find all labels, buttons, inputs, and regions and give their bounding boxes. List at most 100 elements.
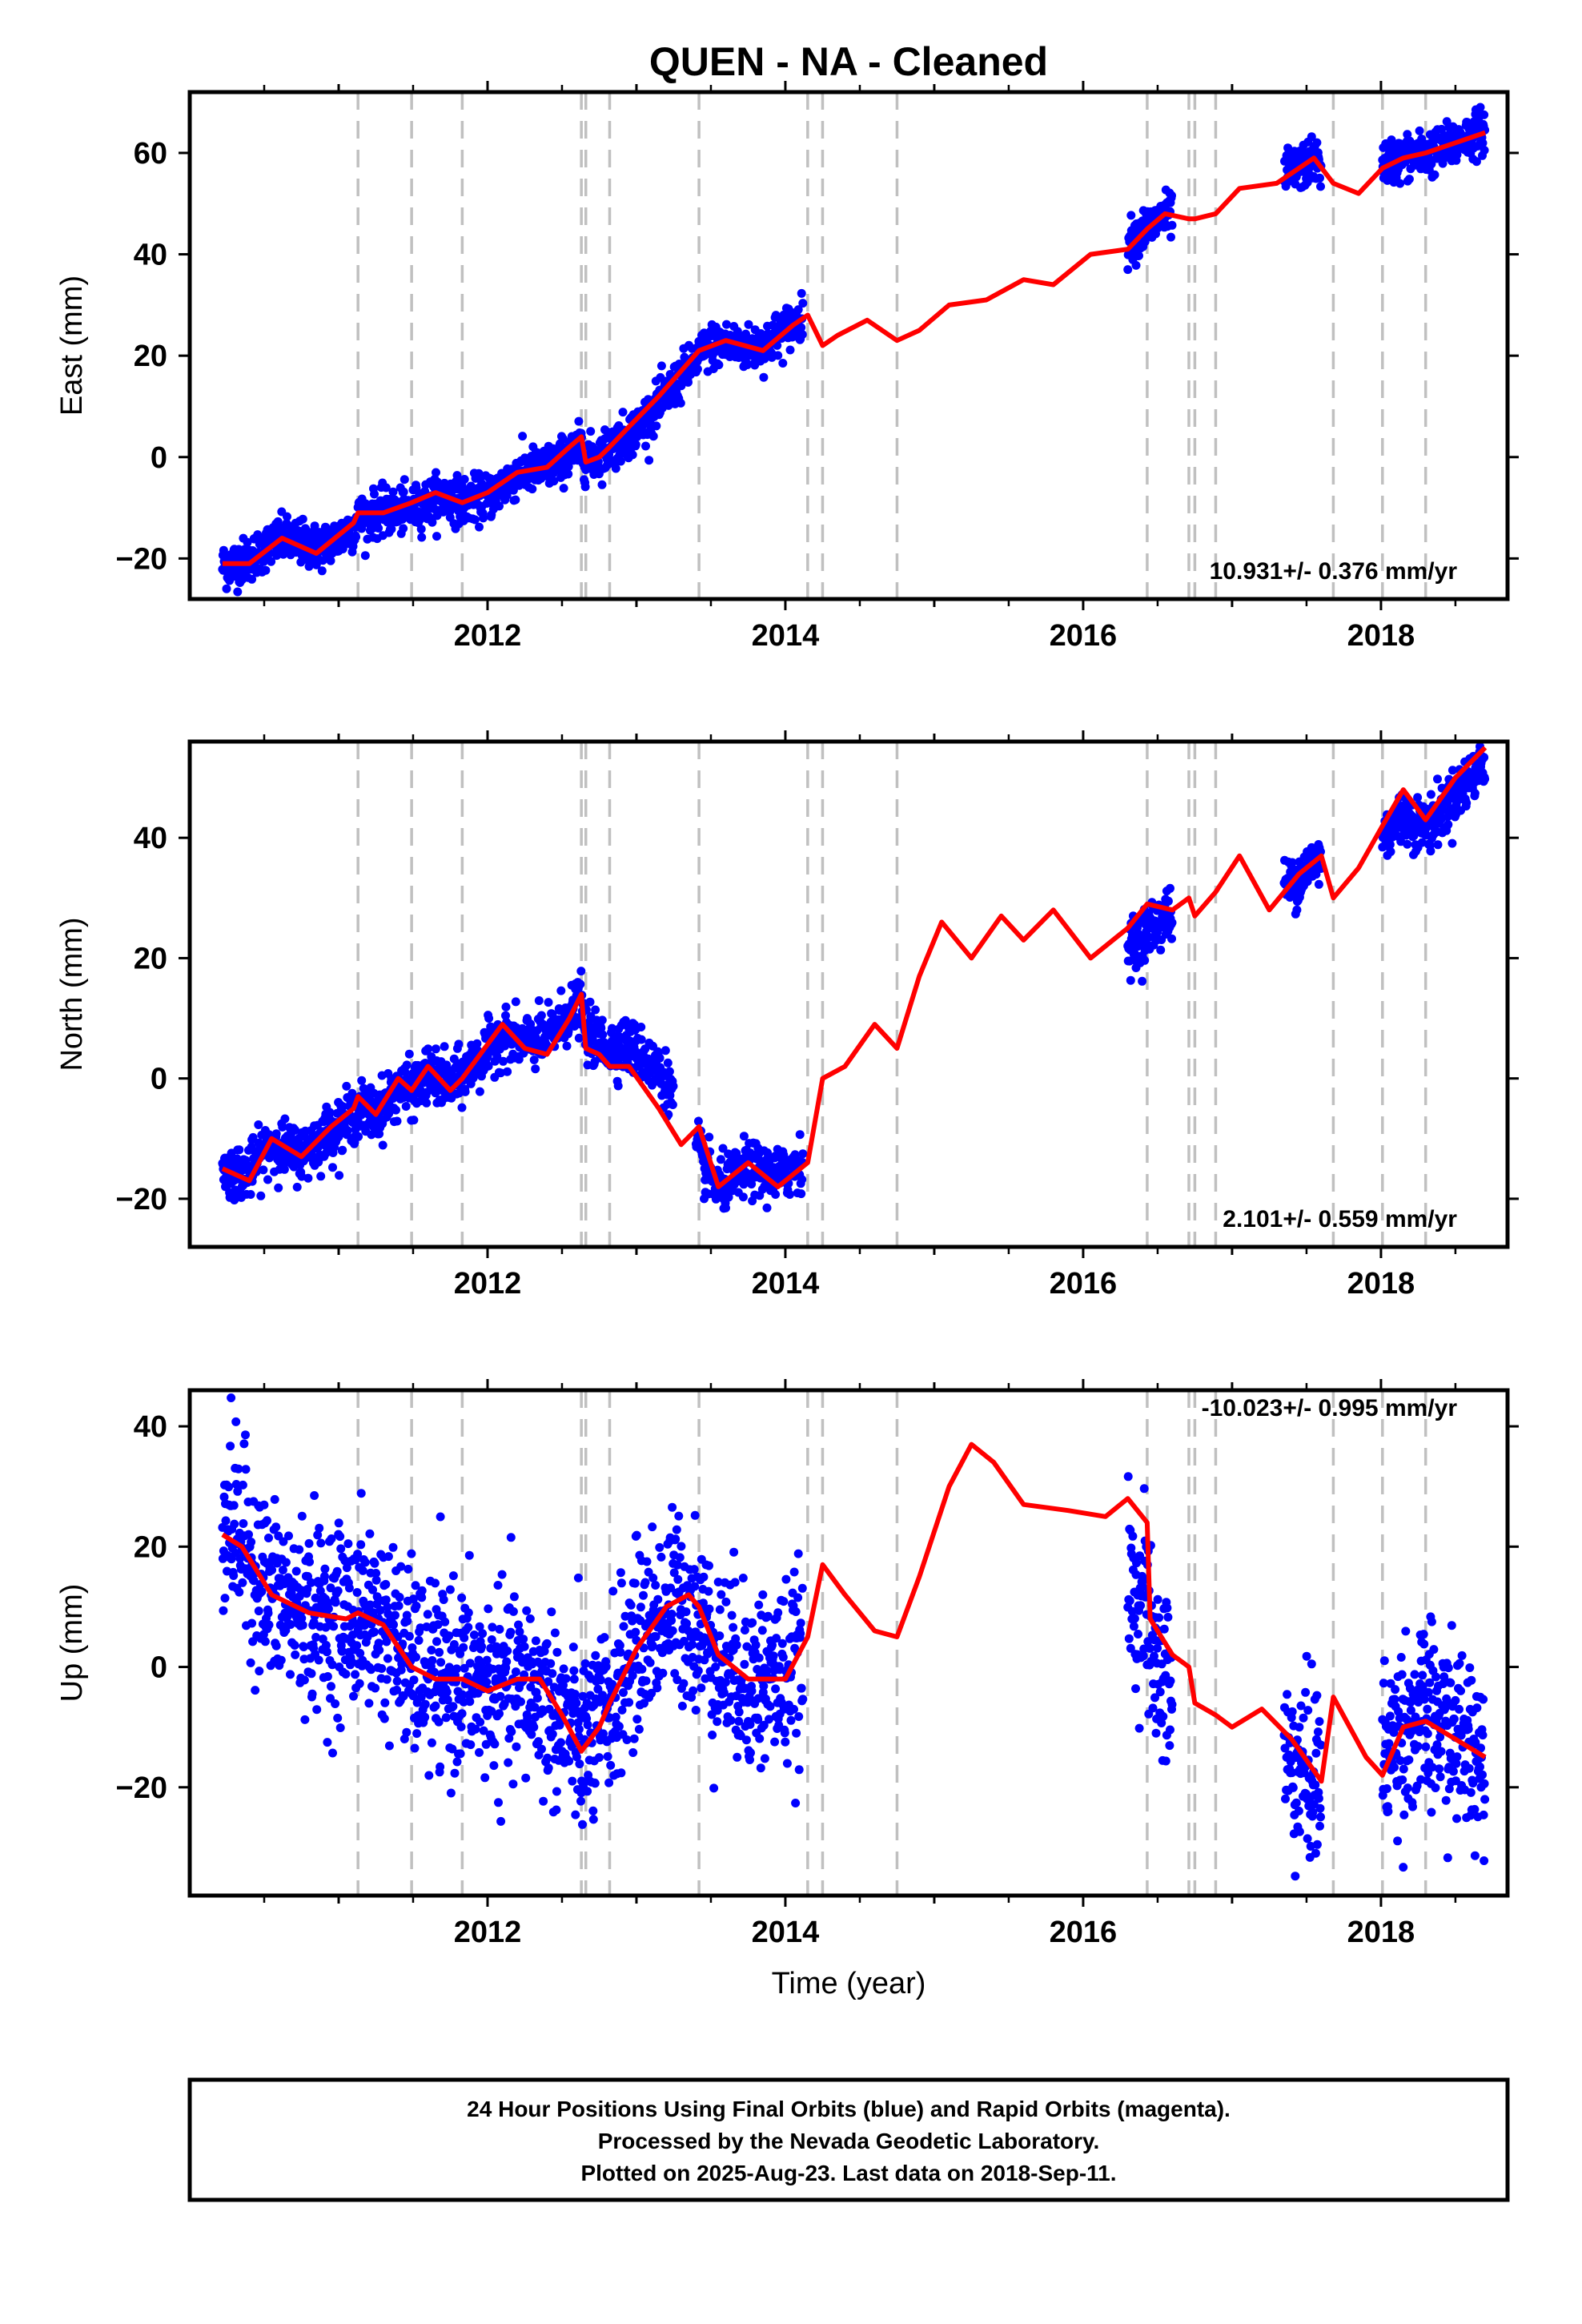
data-point xyxy=(305,1557,314,1566)
data-point xyxy=(1312,138,1322,147)
data-point xyxy=(328,1748,337,1758)
data-point xyxy=(1167,220,1177,230)
data-point xyxy=(666,1583,676,1593)
data-point xyxy=(658,1668,668,1678)
data-point xyxy=(655,1542,665,1552)
data-point xyxy=(1163,896,1173,906)
data-point xyxy=(359,1621,369,1630)
data-point xyxy=(432,468,440,477)
data-point xyxy=(458,1690,468,1699)
data-point xyxy=(618,408,628,417)
data-point xyxy=(291,1650,300,1659)
data-point xyxy=(1404,175,1414,184)
data-point xyxy=(464,1622,473,1632)
data-point xyxy=(411,1581,420,1590)
data-point xyxy=(388,1542,398,1552)
data-point xyxy=(317,566,327,576)
data-point xyxy=(648,1573,658,1582)
data-point xyxy=(276,1655,286,1665)
data-point xyxy=(617,1705,627,1715)
data-point xyxy=(632,1715,642,1724)
data-point xyxy=(1166,883,1174,893)
data-point xyxy=(239,1439,249,1449)
data-point xyxy=(1167,934,1176,943)
data-point xyxy=(512,1742,521,1751)
data-point xyxy=(562,1041,572,1051)
data-point xyxy=(402,1727,412,1737)
data-point xyxy=(681,1607,691,1617)
data-point xyxy=(475,1747,484,1757)
data-point xyxy=(448,1571,458,1581)
data-point xyxy=(475,1622,484,1631)
data-point xyxy=(464,1608,473,1618)
data-point xyxy=(490,1739,500,1749)
data-point xyxy=(561,1674,571,1683)
data-point xyxy=(400,1068,410,1076)
data-point xyxy=(257,1586,267,1596)
data-point xyxy=(569,1675,579,1684)
data-point xyxy=(797,1175,807,1184)
data-point xyxy=(543,1753,552,1763)
data-point xyxy=(472,1039,482,1048)
data-point xyxy=(448,1702,458,1711)
data-point xyxy=(1433,774,1442,784)
data-point xyxy=(673,1560,682,1570)
data-point xyxy=(328,1163,337,1172)
data-point xyxy=(1166,232,1175,242)
data-point xyxy=(1314,879,1323,889)
data-point xyxy=(648,1641,657,1651)
data-point xyxy=(1452,150,1462,159)
data-point xyxy=(422,1098,432,1108)
data-point xyxy=(1167,191,1176,200)
data-point xyxy=(509,1592,519,1602)
data-point xyxy=(672,1525,681,1534)
data-point xyxy=(449,1640,459,1649)
data-point xyxy=(409,1116,419,1125)
data-point xyxy=(564,1756,574,1766)
data-point xyxy=(475,522,484,532)
data-point xyxy=(351,533,361,541)
data-point xyxy=(452,1664,461,1674)
data-point xyxy=(375,1646,384,1655)
data-point xyxy=(603,1751,612,1761)
data-point xyxy=(230,1519,239,1529)
data-point xyxy=(1476,103,1485,112)
data-point xyxy=(274,1183,283,1192)
data-point xyxy=(457,1593,467,1602)
data-point xyxy=(576,1796,585,1806)
data-point xyxy=(675,1553,685,1562)
data-point xyxy=(334,1518,343,1528)
data-point xyxy=(572,1699,581,1708)
data-point xyxy=(243,537,252,547)
data-point xyxy=(342,1081,351,1091)
data-point xyxy=(367,1665,375,1675)
data-point xyxy=(714,360,724,370)
data-point xyxy=(446,1788,456,1798)
data-point xyxy=(312,1705,322,1715)
data-point xyxy=(221,1516,231,1526)
data-point xyxy=(645,1658,655,1667)
data-point xyxy=(785,345,795,355)
data-point xyxy=(220,1594,230,1603)
data-point xyxy=(441,1713,451,1723)
data-point xyxy=(335,1723,345,1732)
data-point xyxy=(481,1739,491,1749)
data-point xyxy=(679,1679,689,1688)
data-point xyxy=(580,482,590,492)
data-point xyxy=(417,1593,427,1602)
data-point xyxy=(673,1675,682,1684)
data-point xyxy=(244,1530,253,1539)
data-point xyxy=(307,1689,317,1699)
data-point xyxy=(315,1523,324,1533)
data-point xyxy=(642,1557,652,1566)
data-point xyxy=(495,501,504,511)
data-point xyxy=(1403,130,1412,139)
data-point xyxy=(778,359,788,368)
data-point xyxy=(1386,847,1395,856)
data-point xyxy=(431,1701,440,1711)
data-point xyxy=(652,421,661,431)
data-point xyxy=(497,1570,507,1579)
data-point xyxy=(613,1081,623,1091)
data-point xyxy=(459,1642,468,1652)
